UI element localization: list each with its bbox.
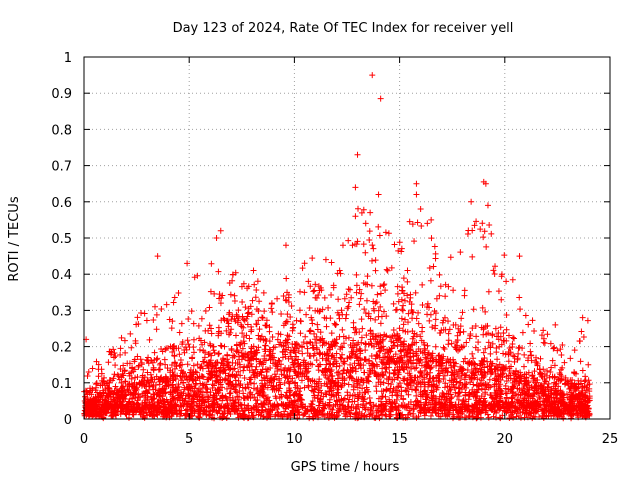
- data-point: [154, 253, 161, 260]
- data-point: [377, 95, 384, 102]
- x-tick-label: 0: [80, 432, 88, 447]
- data-point: [482, 180, 489, 187]
- data-point: [413, 191, 420, 198]
- y-tick-label: 0.3: [51, 304, 72, 319]
- axes: 00.10.20.30.40.50.60.70.80.910 5 10 15 20 25: [51, 51, 618, 447]
- x-tick-label: 15: [391, 432, 408, 447]
- data-point: [375, 191, 382, 198]
- data-point: [428, 216, 435, 223]
- data-points: [81, 72, 593, 422]
- data-point-cloud: [81, 205, 593, 422]
- grid-lines: [84, 57, 610, 419]
- y-tick-label: 0.5: [51, 232, 72, 247]
- y-tick-label: 0.2: [51, 341, 72, 356]
- y-tick-label: 0.8: [51, 123, 72, 138]
- data-point: [579, 314, 586, 321]
- data-point: [184, 260, 191, 267]
- data-point: [552, 321, 559, 328]
- y-axis-label: ROTI / TECUs: [7, 196, 22, 281]
- y-tick-label: 1: [64, 51, 72, 66]
- x-tick-label: 25: [602, 432, 619, 447]
- x-tick-label: 5: [185, 432, 193, 447]
- data-point: [413, 180, 420, 187]
- y-tick-label: 0.9: [51, 87, 72, 102]
- plot-frame: [83, 56, 611, 420]
- y-tick-label: 0: [64, 413, 72, 428]
- data-point: [213, 235, 220, 241]
- chart-title: Day 123 of 2024, Rate Of TEC Index for r…: [173, 21, 514, 36]
- y-tick-label: 0.6: [51, 196, 72, 211]
- data-point: [367, 209, 374, 216]
- data-point: [369, 72, 376, 79]
- x-axis-label: GPS time / hours: [291, 460, 400, 475]
- y-tick-label: 0.1: [51, 377, 72, 392]
- data-point: [352, 213, 359, 220]
- data-point: [468, 198, 475, 205]
- x-tick-label: 20: [497, 432, 514, 447]
- x-tick-label: 10: [286, 432, 303, 447]
- data-point: [417, 206, 424, 213]
- y-tick-label: 0.4: [51, 268, 72, 283]
- y-tick-label: 0.7: [51, 160, 72, 175]
- data-point: [352, 184, 359, 191]
- data-point: [484, 202, 491, 209]
- data-point: [282, 242, 289, 249]
- data-point: [354, 151, 361, 158]
- data-point: [217, 227, 224, 234]
- data-point: [516, 253, 523, 260]
